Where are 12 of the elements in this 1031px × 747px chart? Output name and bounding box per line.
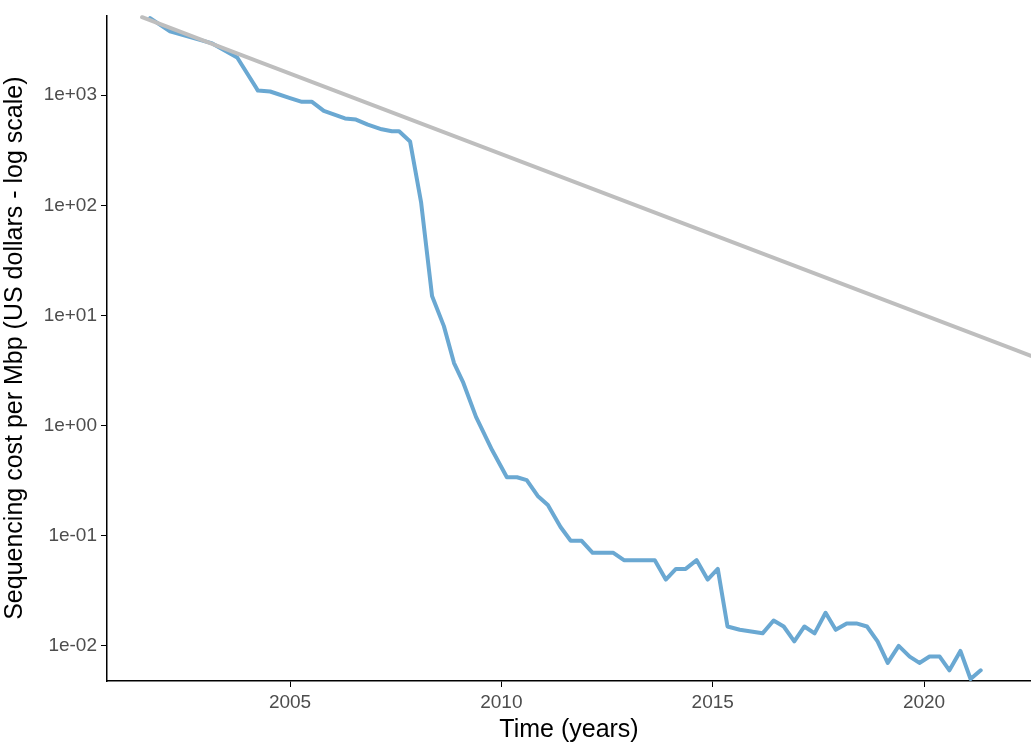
y-tick-label: 1e+02: [43, 193, 97, 215]
y-tick-label: 1e+01: [43, 303, 97, 325]
x-tick-label: 2015: [691, 690, 734, 712]
y-tick-label: 1e-01: [48, 523, 97, 545]
x-axis-title: Time (years): [499, 713, 639, 742]
y-tick-label: 1e+00: [43, 413, 97, 435]
x-tick-label: 2020: [902, 690, 946, 712]
y-tick-label: 1e+03: [43, 83, 97, 105]
x-tick-label: 2005: [268, 690, 312, 712]
x-tick-label: 2010: [480, 690, 523, 712]
y-axis-title: Sequencing cost per Mbp (US dollars - log scale): [0, 76, 27, 620]
y-tick-label: 1e-02: [48, 634, 97, 656]
